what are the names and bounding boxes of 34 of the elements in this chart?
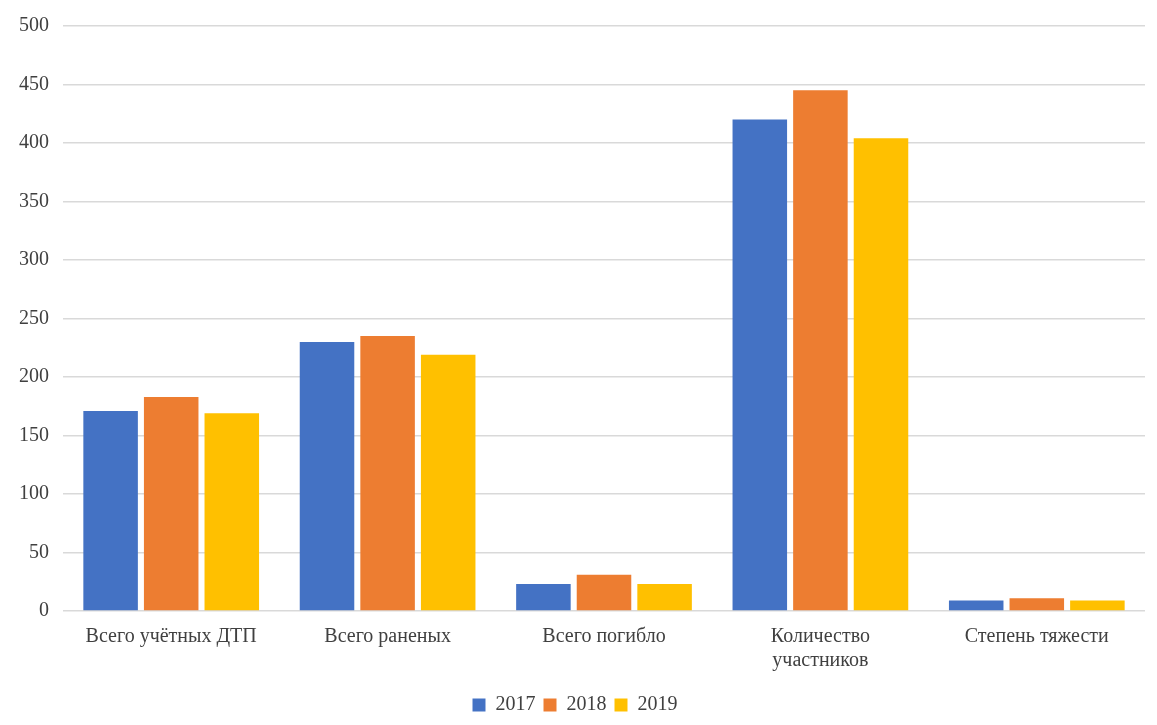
bar — [732, 119, 788, 611]
bar — [1070, 600, 1125, 611]
y-tick-label: 100 — [19, 481, 49, 504]
x-tick-label: Всего раненых — [324, 624, 451, 648]
bar — [1009, 598, 1065, 611]
bar — [204, 413, 260, 611]
x-tick-label: Количество участников — [770, 624, 870, 672]
x-tick-label: Степень тяжести — [964, 624, 1110, 647]
y-tick-label: 50 — [29, 539, 49, 562]
y-tick-label: 500 — [19, 13, 49, 36]
y-tick-label: 450 — [19, 71, 49, 94]
legend-label: 2019 — [637, 692, 678, 715]
y-tick-label: 350 — [19, 188, 49, 211]
y-tick-label: 200 — [19, 364, 49, 387]
bar — [516, 584, 571, 611]
bar — [948, 600, 1004, 611]
y-tick-label: 150 — [19, 422, 49, 445]
y-tick-label: 250 — [19, 305, 49, 328]
bar — [299, 341, 355, 611]
bar — [420, 354, 476, 611]
bar — [853, 138, 909, 611]
bar — [360, 336, 415, 611]
y-tick-label: 300 — [19, 247, 49, 270]
x-tick-label: Всего погибло — [542, 624, 666, 647]
legend-label: 2018 — [566, 692, 607, 715]
legend-label: 2017 — [495, 692, 536, 715]
x-tick-label: Всего учётных ДТП — [85, 624, 257, 648]
bar — [576, 574, 632, 611]
bar — [143, 396, 199, 611]
y-tick-label: 400 — [19, 130, 49, 153]
y-tick-label: 0 — [39, 598, 49, 621]
bar — [637, 584, 692, 611]
bar — [83, 410, 138, 611]
bar — [793, 90, 848, 611]
